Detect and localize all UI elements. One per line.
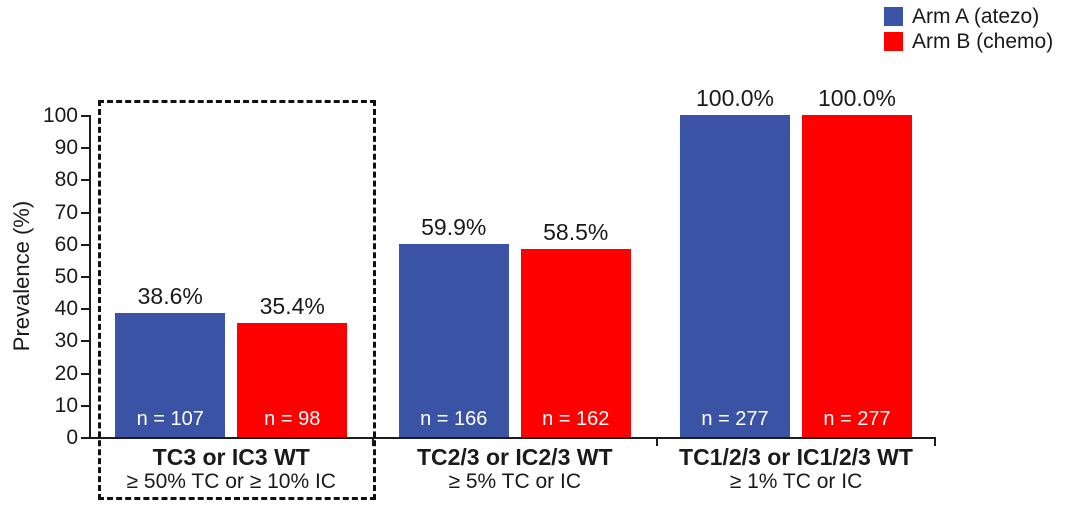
bar-value-label: 38.6% (137, 282, 203, 309)
bar-arm-a-group1: n = 107 (115, 312, 226, 437)
bar-arm-b-group3: n = 277 (802, 115, 912, 437)
y-axis-tick-label: 90 (54, 136, 78, 160)
y-axis-tick (81, 404, 89, 407)
bar-value-label: 35.4% (259, 293, 325, 319)
y-axis-line (89, 115, 91, 439)
bar-value-label: 100.0% (817, 85, 896, 111)
y-axis-tick (81, 243, 89, 246)
y-axis-tick-label: 60 (54, 232, 78, 256)
bar-n-label: n = 162 (542, 407, 610, 430)
y-axis-tick-label: 40 (54, 297, 78, 321)
y-axis-tick-label: 100 (42, 104, 78, 127)
category-subtitle: ≥ 1% TC or IC (729, 470, 863, 493)
y-axis-tick-label: 20 (54, 361, 78, 385)
bar-value-label: 59.9% (421, 214, 487, 241)
y-axis-tick (81, 372, 89, 375)
y-axis-tick (81, 276, 89, 278)
category-title: TC3 or IC3 WT (152, 444, 310, 470)
x-axis-tick (656, 437, 658, 446)
bar-n-label: n = 277 (701, 408, 769, 430)
y-axis-tick-label: 80 (54, 168, 78, 192)
legend-swatch-arm-b (884, 32, 903, 51)
y-axis-tick (81, 147, 89, 150)
bar-n-label: n = 166 (420, 407, 488, 430)
bar-n-label: n = 107 (136, 407, 204, 430)
highlight-dashed-box (98, 100, 376, 500)
x-axis-tick (934, 437, 936, 446)
y-axis-tick-label: 50 (54, 265, 78, 288)
bar-arm-a-group2: n = 166 (398, 244, 509, 437)
legend-item-arm-a: Arm A (atezo) (884, 4, 1053, 29)
y-axis-tick-label: 10 (54, 393, 78, 417)
bar-n-label: n = 277 (823, 408, 891, 430)
legend-item-arm-b: Arm B (chemo) (884, 29, 1053, 54)
y-axis-tick (81, 437, 89, 439)
bar-arm-b-group2: n = 162 (520, 248, 631, 437)
legend-swatch-arm-a (884, 7, 903, 26)
y-axis-tick (81, 308, 89, 311)
bar-arm-a-group3: n = 277 (680, 115, 790, 437)
category-title: TC2/3 or IC2/3 WT (416, 444, 613, 470)
bar-value-label: 100.0% (695, 85, 774, 111)
legend-label-arm-b: Arm B (chemo) (912, 30, 1054, 53)
y-axis-tick (81, 211, 89, 214)
category-title: TC1/2/3 or IC1/2/3 WT (679, 444, 913, 470)
y-axis-tick (81, 115, 89, 117)
category-subtitle: ≥ 50% TC or ≥ 10% IC (126, 470, 336, 493)
y-axis-tick-label: 0 (66, 426, 78, 449)
y-axis-tick-label: 30 (54, 329, 78, 353)
bar-value-label: 58.5% (543, 218, 609, 245)
category-subtitle: ≥ 5% TC or IC (448, 470, 581, 493)
bar-arm-b-group1: n = 98 (237, 323, 348, 437)
bar-n-label: n = 98 (264, 407, 321, 430)
y-axis-tick (81, 179, 89, 182)
x-axis-line (89, 437, 935, 439)
legend-label-arm-a: Arm A (atezo) (912, 5, 1040, 28)
y-axis-tick (81, 340, 89, 343)
y-axis-tick-label: 70 (54, 200, 78, 224)
legend: Arm A (atezo) Arm B (chemo) (884, 4, 1053, 54)
x-axis-tick (371, 437, 374, 446)
